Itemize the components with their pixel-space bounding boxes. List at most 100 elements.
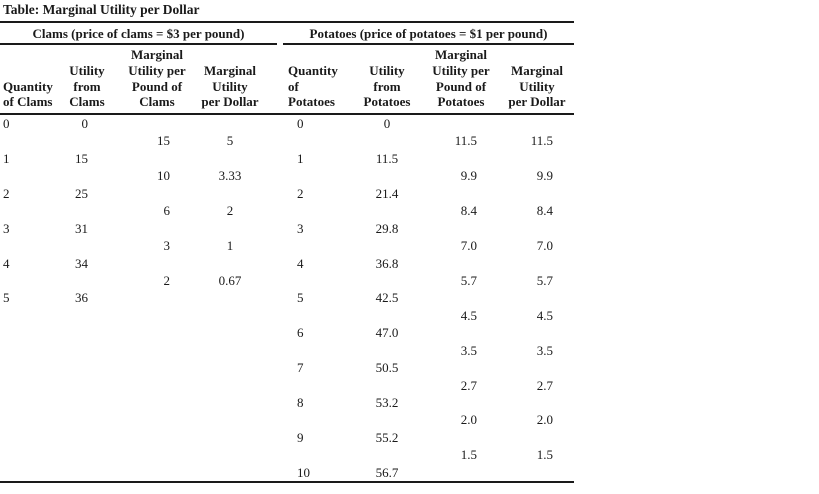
- table-cell: [198, 342, 262, 359]
- table-cell: [116, 429, 198, 446]
- table-cell: [58, 429, 116, 446]
- column-header-line: Quantity: [3, 78, 53, 94]
- table-cell: [58, 411, 116, 428]
- table-cell: 11.5: [375, 150, 399, 166]
- table-cell: [116, 115, 198, 132]
- column-header-line: per Dollar: [508, 94, 566, 110]
- table-cell: 1.5: [460, 447, 477, 463]
- table-cell: [198, 446, 262, 463]
- column-header-line: Utility per: [432, 62, 490, 78]
- column-header-line: per Dollar: [201, 94, 259, 110]
- table-cell: [58, 324, 116, 341]
- table-cell: [198, 220, 262, 237]
- group-header-row: Clams (price of clams = $3 per pound) Po…: [0, 23, 574, 45]
- table-cell: [352, 132, 422, 149]
- marginal-utility-table: Table: Marginal Utility per Dollar Clams…: [0, 2, 574, 484]
- column-header-line: Potatoes: [288, 94, 335, 110]
- table-cell: [116, 394, 198, 411]
- table-gap: [262, 464, 282, 481]
- table-gap: [262, 185, 282, 202]
- table-cell: [116, 359, 198, 376]
- group-header-clams: Clams (price of clams = $3 per pound): [0, 23, 277, 45]
- table-cell: 2: [297, 185, 304, 201]
- column-header-line: Clams: [69, 94, 105, 110]
- table-cell: [116, 150, 198, 167]
- table-cell: [58, 446, 116, 463]
- table-gap: [262, 324, 282, 341]
- table-cell: [0, 202, 58, 219]
- table-cell: 4: [297, 255, 304, 271]
- table-cell: [58, 342, 116, 359]
- table-cell: [198, 289, 262, 306]
- table-cell: [198, 394, 262, 411]
- table-cell: [282, 237, 352, 254]
- table-gap: [262, 342, 282, 359]
- table-cell: 2: [163, 272, 171, 288]
- table-cell: [58, 272, 116, 289]
- table-cell: [282, 167, 352, 184]
- table-gap: [262, 429, 282, 446]
- table-cell: [0, 411, 58, 428]
- table-cell: [198, 185, 262, 202]
- table-cell: [500, 255, 574, 272]
- table-cell: 15: [75, 150, 88, 166]
- table-cell: 36.8: [375, 255, 399, 271]
- table-cell: 31: [75, 220, 88, 236]
- top-rule: [0, 21, 574, 23]
- table-cell: 34: [75, 255, 88, 271]
- table-cell: [500, 150, 574, 167]
- column-header-line: Marginal: [131, 47, 183, 63]
- column-header-line: Utility: [212, 78, 248, 94]
- table-gap: [262, 359, 282, 376]
- table-cell: 0.67: [218, 272, 242, 288]
- table-cell: [116, 220, 198, 237]
- table-cell: [500, 289, 574, 306]
- table-cell: [352, 167, 422, 184]
- column-header-line: Utility: [519, 78, 555, 94]
- table-gap: [262, 307, 282, 324]
- table-gap: [262, 167, 282, 184]
- table-cell: [282, 446, 352, 463]
- table-cell: 36: [75, 290, 88, 306]
- column-header-line: Utility: [69, 62, 105, 78]
- table-cell: [116, 324, 198, 341]
- table-cell: [352, 377, 422, 394]
- table-cell: 1: [297, 150, 304, 166]
- table-cell: [116, 411, 198, 428]
- table-gap: [262, 237, 282, 254]
- table-gap: [262, 272, 282, 289]
- table-gap: [262, 377, 282, 394]
- table-cell: [422, 464, 500, 481]
- table-cell: 2: [226, 203, 234, 219]
- table-cell: [352, 446, 422, 463]
- table-cell: [500, 359, 574, 376]
- table-cell: [352, 272, 422, 289]
- table-cell: [116, 446, 198, 463]
- column-header-line: Pound of: [131, 78, 183, 94]
- table-cell: 4.5: [536, 307, 553, 323]
- table-cell: 3: [3, 220, 10, 236]
- table-cell: [116, 464, 198, 481]
- table-cell: [0, 359, 58, 376]
- table-cell: 1.5: [536, 447, 553, 463]
- table-gap: [262, 115, 282, 132]
- table-cell: [500, 464, 574, 481]
- column-header-line: of: [288, 78, 299, 94]
- table-cell: [500, 185, 574, 202]
- table-cell: [198, 255, 262, 272]
- table-cell: [116, 307, 198, 324]
- column-header-col7: Marginal Utility per Dollar: [500, 63, 574, 113]
- table-cell: [352, 237, 422, 254]
- table-cell: [58, 167, 116, 184]
- column-header-col3: Marginal Utility per Dollar: [198, 63, 262, 113]
- table-cell: [58, 237, 116, 254]
- table-cell: 1: [3, 150, 10, 166]
- column-header-col6: Marginal Utility per Pound of Potatoes: [422, 47, 500, 113]
- table-cell: [0, 272, 58, 289]
- table-cell: 3: [297, 220, 304, 236]
- table-cell: [282, 307, 352, 324]
- column-header-line: Utility: [369, 62, 405, 78]
- table-cell: 10: [297, 464, 310, 480]
- table-cell: [422, 185, 500, 202]
